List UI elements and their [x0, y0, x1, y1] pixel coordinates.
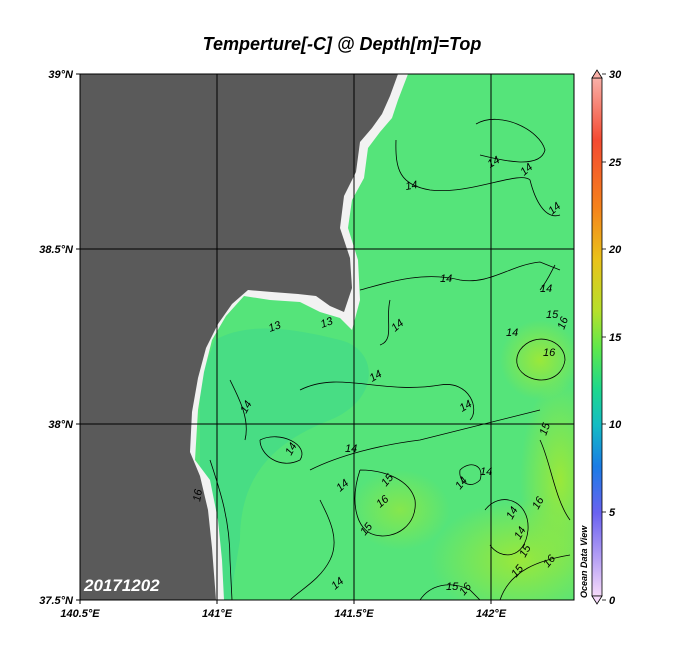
- colorbar-bottom-arrow: [591, 595, 603, 605]
- x-tick-label: 141°E: [202, 608, 233, 620]
- contour-label: 16: [556, 315, 572, 331]
- colorbar: 30 25 20 15 10 5 0: [591, 69, 622, 607]
- colorbar-tick-label: 10: [609, 419, 622, 431]
- contour-label: 15: [546, 309, 559, 321]
- y-tick-label: 38°N: [48, 419, 74, 431]
- contour-label: 14: [440, 273, 452, 285]
- brand-watermark: Ocean Data View: [579, 525, 589, 598]
- contour-label: 14: [512, 525, 529, 542]
- graticule: [80, 74, 574, 600]
- contour-label: 14: [368, 368, 385, 385]
- y-tick-label: 39°N: [48, 69, 74, 81]
- contour-label: 14: [504, 505, 521, 522]
- contour-label: 14: [238, 399, 255, 416]
- colorbar-tick-label: 0: [609, 595, 616, 607]
- colorbar-tick-label: 15: [609, 332, 622, 344]
- colorbar-tick-label: 20: [608, 244, 622, 256]
- axis-tick-marks: [76, 73, 492, 604]
- contour-label: 13: [319, 315, 335, 331]
- contour-label: 16: [191, 488, 205, 503]
- contour-label: 14: [283, 441, 300, 458]
- contour-label: 14: [540, 283, 552, 295]
- contour-label: 14: [506, 327, 518, 339]
- contour-lines: [209, 119, 571, 600]
- y-tick-label: 38.5°N: [39, 244, 74, 256]
- colorbar-tick-label: 30: [609, 69, 622, 81]
- colorbar-tick-label: 5: [609, 507, 616, 519]
- contour-label: 15: [538, 421, 554, 437]
- warm-water-patch: [500, 320, 574, 400]
- x-tick-label: 141.5°E: [334, 608, 374, 620]
- cool-nearshore-water: [200, 328, 369, 600]
- contour-label: 16: [543, 347, 556, 359]
- warm-water-patch: [520, 380, 574, 580]
- contour-label: 15: [446, 581, 459, 593]
- colorbar-tick-label: 25: [608, 157, 622, 169]
- contour-label: 14: [480, 466, 492, 478]
- colorbar-gradient: [591, 77, 603, 597]
- warm-water-patch: [350, 470, 450, 550]
- contour-label: 14: [458, 398, 475, 415]
- contour-label: 14: [345, 443, 357, 455]
- x-tick-label: 140.5°E: [60, 608, 100, 620]
- land-mass: [80, 74, 398, 600]
- date-label: 20171202: [83, 576, 160, 595]
- contour-label: 14: [404, 179, 418, 193]
- colorbar-top-arrow: [591, 69, 603, 79]
- contour-label: 14: [486, 154, 503, 171]
- map-title: Temperture[-C] @ Depth[m]=Top: [202, 34, 482, 54]
- contour-label: 13: [267, 319, 283, 335]
- x-tick-label: 142°E: [476, 608, 507, 620]
- y-tick-label: 37.5°N: [39, 595, 74, 607]
- map-frame: [79, 73, 575, 601]
